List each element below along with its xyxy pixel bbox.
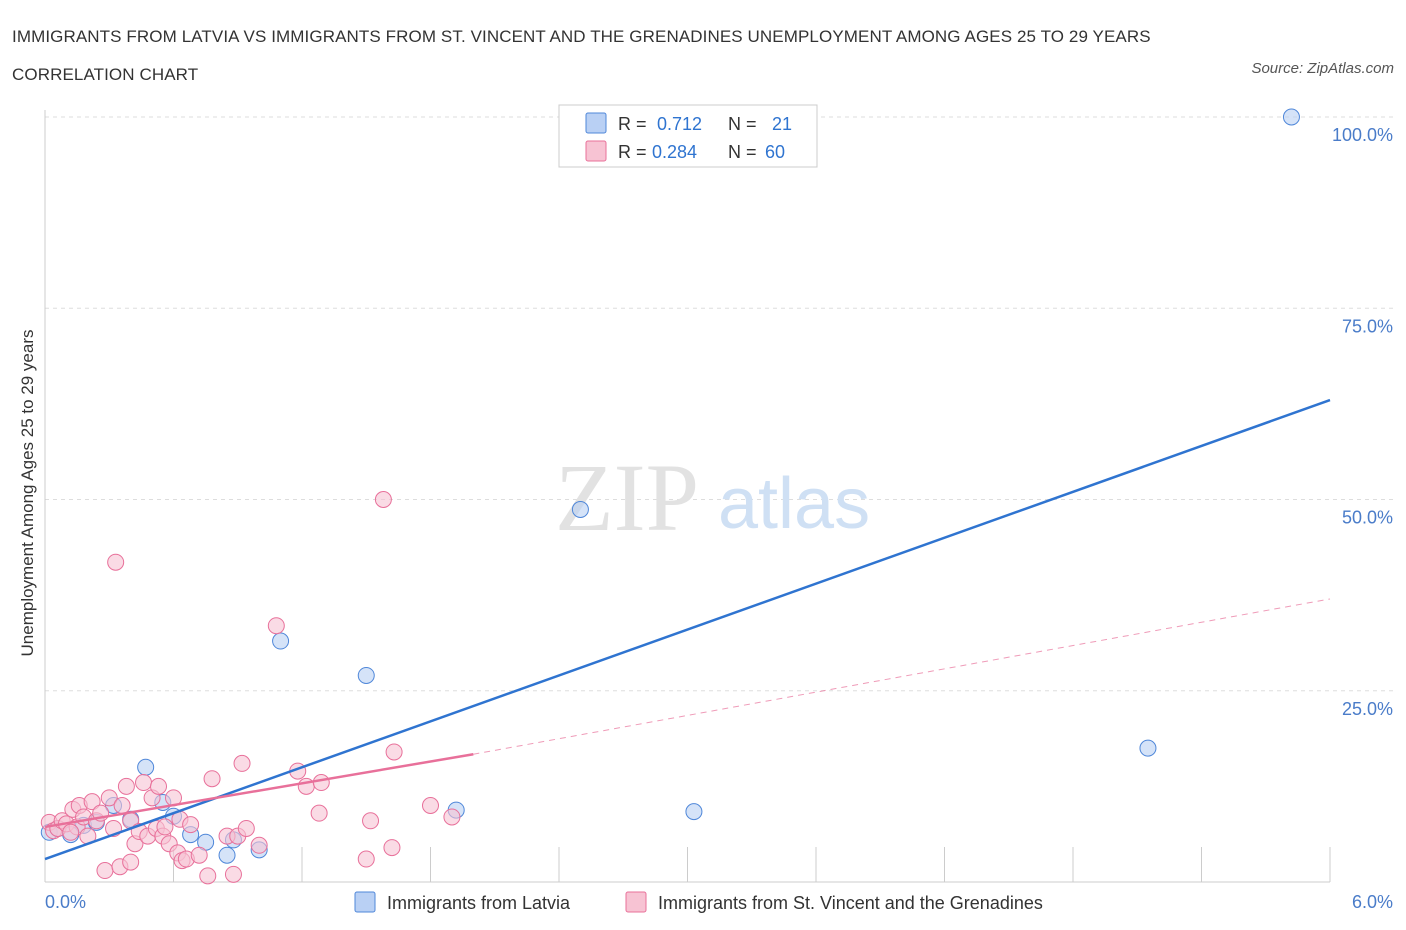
point-stvincent bbox=[113, 797, 131, 814]
legend-label-stvincent: Immigrants from St. Vincent and the Gren… bbox=[658, 893, 1043, 913]
point-stvincent bbox=[117, 777, 135, 795]
point-stvincent bbox=[190, 846, 208, 864]
point-stvincent bbox=[203, 770, 221, 788]
chart-title: IMMIGRANTS FROM LATVIA VS IMMIGRANTS FRO… bbox=[12, 27, 1151, 84]
y-tick-label: 25.0% bbox=[1342, 699, 1393, 719]
point-stvincent bbox=[224, 865, 242, 883]
legend-swatch-latvia bbox=[354, 891, 376, 913]
point-latvia bbox=[218, 846, 236, 864]
data-points bbox=[40, 108, 1300, 885]
trend-lines bbox=[44, 398, 1331, 861]
stats-legend: R = 0.712 N = 21 R = 0.284 N = 60 bbox=[558, 104, 818, 168]
tick-labels: 100.0% 75.0% 50.0% 25.0% 0.0% 6.0% bbox=[45, 125, 1393, 912]
source-label: Source: ZipAtlas.com bbox=[1251, 60, 1394, 77]
legend-swatch-stvincent bbox=[625, 891, 647, 913]
point-stvincent bbox=[267, 617, 285, 635]
stats-r-label: R = bbox=[618, 114, 647, 134]
point-stvincent bbox=[357, 850, 375, 868]
axes bbox=[44, 110, 1331, 883]
x-tick-label: 6.0% bbox=[1352, 892, 1393, 912]
stats-r-value: 0.284 bbox=[652, 142, 697, 162]
stats-n-label: N = bbox=[728, 114, 757, 134]
point-stvincent bbox=[122, 853, 140, 871]
point-stvincent bbox=[310, 804, 328, 822]
point-stvincent bbox=[422, 797, 439, 814]
stats-swatch-blue bbox=[585, 112, 607, 134]
point-stvincent bbox=[233, 754, 251, 772]
point-latvia bbox=[1282, 108, 1300, 126]
point-stvincent bbox=[312, 774, 330, 792]
stats-n-value: 21 bbox=[772, 114, 792, 134]
x-tick-label: 0.0% bbox=[45, 892, 86, 912]
legend-label-latvia: Immigrants from Latvia bbox=[387, 893, 571, 913]
series-legend: Immigrants from Latvia Immigrants from S… bbox=[354, 891, 1043, 913]
point-latvia bbox=[357, 666, 375, 684]
point-latvia bbox=[137, 758, 155, 776]
point-stvincent bbox=[374, 491, 392, 508]
point-latvia bbox=[571, 500, 589, 518]
trend-line-latvia bbox=[44, 398, 1331, 861]
point-stvincent bbox=[199, 867, 217, 885]
point-stvincent bbox=[135, 774, 153, 792]
stats-n-label: N = bbox=[728, 142, 757, 162]
stats-r-label: R = bbox=[618, 142, 647, 162]
point-stvincent bbox=[150, 777, 168, 795]
point-stvincent bbox=[383, 839, 401, 857]
point-stvincent bbox=[156, 818, 174, 836]
point-stvincent bbox=[443, 808, 461, 826]
point-stvincent bbox=[62, 823, 80, 841]
point-latvia bbox=[1139, 739, 1157, 757]
stats-r-value: 0.712 bbox=[657, 114, 702, 134]
point-stvincent bbox=[182, 816, 200, 834]
y-axis-label: Unemployment Among Ages 25 to 29 years bbox=[18, 330, 37, 657]
point-stvincent bbox=[250, 836, 268, 854]
trend-line-stvincent bbox=[44, 753, 474, 829]
point-stvincent bbox=[100, 789, 118, 807]
y-tick-label: 100.0% bbox=[1332, 125, 1393, 145]
point-stvincent bbox=[107, 553, 125, 571]
trend-line-stvincent-extension bbox=[473, 598, 1331, 755]
y-tick-label: 75.0% bbox=[1342, 316, 1393, 336]
point-stvincent bbox=[83, 793, 101, 811]
point-latvia bbox=[685, 803, 703, 821]
point-stvincent bbox=[96, 862, 114, 880]
grid bbox=[45, 116, 1395, 692]
watermark-atlas: atlas bbox=[718, 464, 870, 544]
point-stvincent bbox=[237, 819, 255, 837]
point-stvincent bbox=[385, 743, 403, 761]
y-tick-label: 50.0% bbox=[1342, 508, 1393, 528]
point-latvia bbox=[272, 632, 290, 650]
watermark-zip: ZIP bbox=[555, 444, 699, 551]
point-stvincent bbox=[362, 812, 380, 830]
stats-n-value: 60 bbox=[765, 142, 785, 162]
stats-swatch-pink bbox=[585, 140, 607, 162]
